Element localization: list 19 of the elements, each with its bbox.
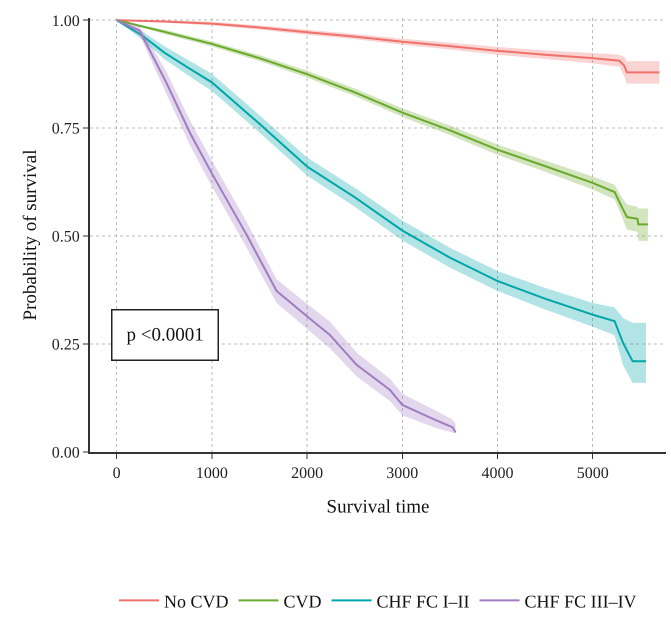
x-tick-label: 5000: [576, 465, 609, 482]
line-series: [116, 19, 660, 74]
legend-label: CVD: [284, 591, 322, 612]
x-tick-label: 1000: [196, 465, 228, 482]
x-tick-label: 2000: [291, 465, 324, 482]
y-tick-label: 0.50: [52, 228, 80, 246]
legend-label: CHF FC I–II: [376, 591, 470, 612]
y-tick-label: 0.00: [52, 444, 80, 462]
x-tick-label: 0: [112, 465, 121, 482]
y-axis-title: Probability of survival: [20, 150, 42, 320]
y-tick-label: 1.00: [52, 12, 80, 30]
legend-label: No CVD: [164, 591, 229, 612]
x-tick-label: 4000: [481, 465, 514, 482]
legend-label: CHF FC III–IV: [524, 591, 637, 612]
x-axis-title: Survival time: [326, 496, 430, 518]
y-tick-label: 0.75: [52, 120, 80, 138]
annotation: p <0.0001: [126, 324, 204, 346]
y-tick-label: 0.25: [52, 336, 80, 354]
x-tick-label: 3000: [386, 465, 418, 482]
